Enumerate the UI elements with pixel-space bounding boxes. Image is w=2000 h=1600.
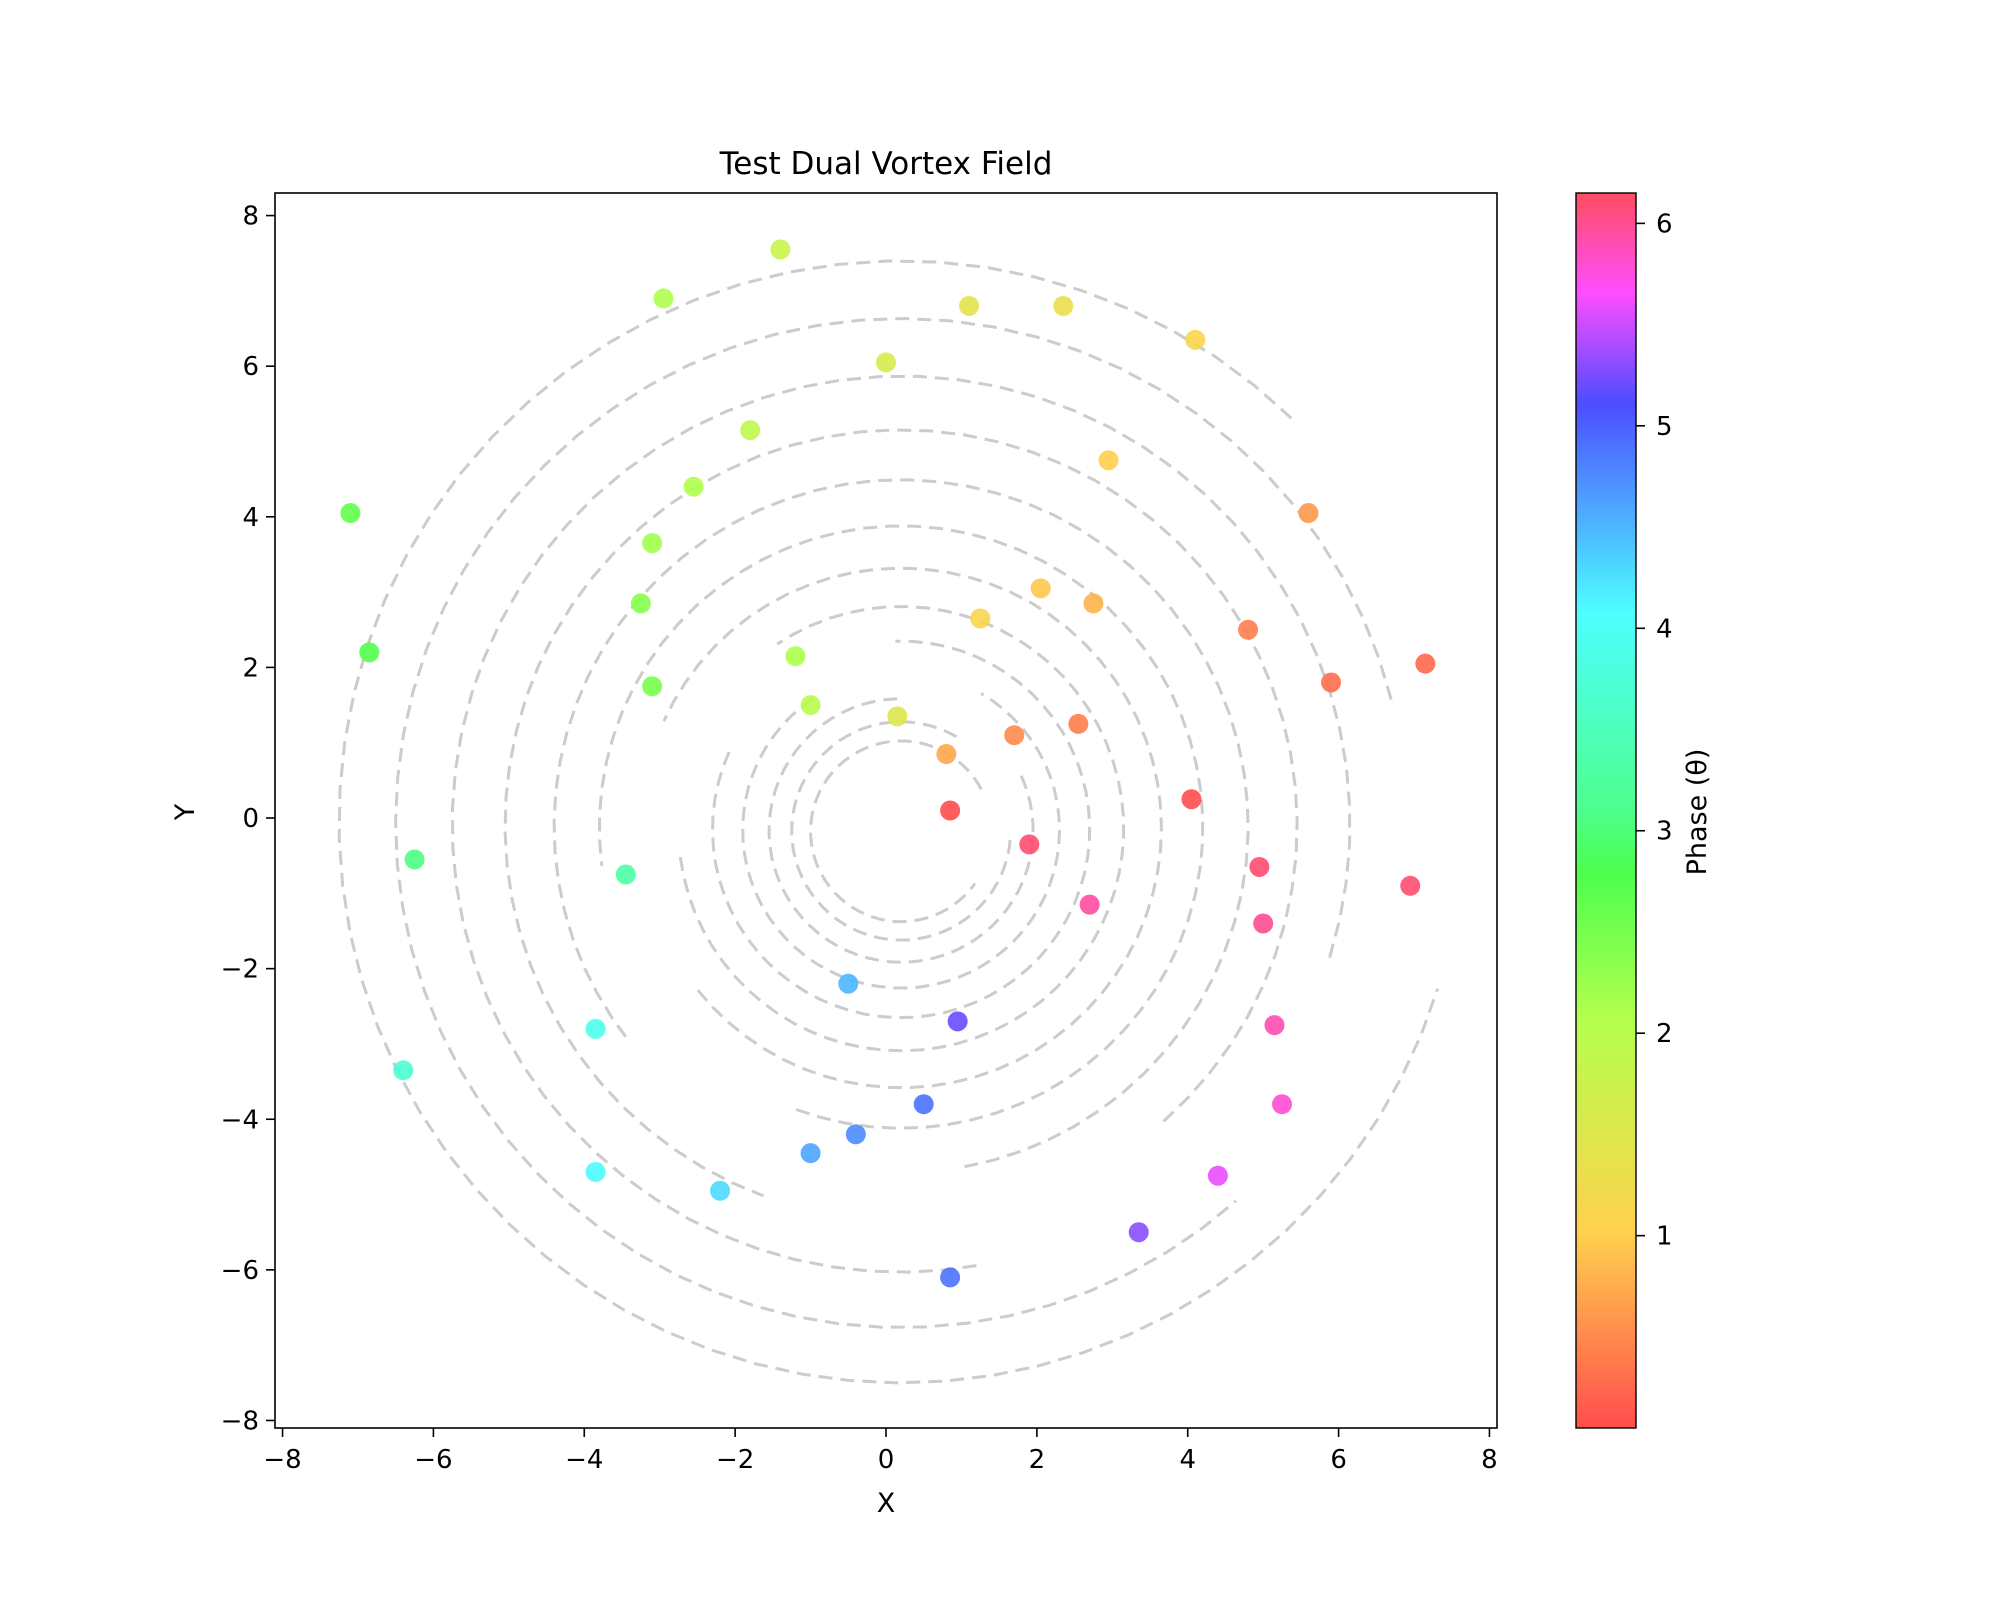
- data-point: [936, 744, 957, 765]
- data-point: [838, 973, 859, 994]
- x-tick-label: −2: [716, 1445, 754, 1475]
- colorbar-tick-label: 6: [1656, 209, 1673, 239]
- colorbar-tick-label: 4: [1656, 614, 1673, 644]
- x-tick-label: −6: [414, 1445, 452, 1475]
- data-point: [630, 593, 651, 614]
- data-point: [940, 1267, 961, 1288]
- data-point: [710, 1180, 731, 1201]
- colorbar-tick-label: 2: [1656, 1019, 1673, 1049]
- y-axis-ticks: −8 −6 −4 −2 0 2 4 6 8: [221, 202, 275, 1436]
- spiral-guide-arc: [450, 374, 1352, 1274]
- y-tick-label: −4: [221, 1105, 259, 1135]
- spiral-guide-arc: [790, 720, 1012, 942]
- colorbar-tick-label: 5: [1656, 412, 1673, 442]
- y-tick-label: 6: [242, 352, 259, 382]
- spiral-guide-arc: [552, 478, 1250, 1169]
- data-point: [1298, 503, 1319, 524]
- y-tick-label: 0: [242, 804, 259, 834]
- y-tick-label: −8: [221, 1406, 259, 1436]
- colorbar-tick-label: 1: [1656, 1222, 1673, 1252]
- data-point: [585, 1161, 606, 1182]
- data-point: [642, 533, 663, 554]
- data-point: [740, 420, 761, 441]
- data-point: [800, 1143, 821, 1164]
- data-point: [615, 864, 636, 885]
- spiral-guide-arc: [710, 639, 1092, 1020]
- data-point: [958, 295, 979, 316]
- spiral-guide-arc: [394, 316, 1393, 1329]
- y-tick-label: −6: [221, 1256, 259, 1286]
- x-tick-label: −8: [263, 1445, 301, 1475]
- data-point: [1400, 875, 1421, 896]
- data-point: [642, 676, 663, 697]
- plot-frame: [274, 192, 1498, 1429]
- data-point: [913, 1094, 934, 1115]
- data-point: [1207, 1165, 1228, 1186]
- data-point: [1185, 329, 1206, 350]
- spiral-guides: [337, 259, 1440, 1385]
- data-point: [1083, 593, 1104, 614]
- colorbar-tick-label: 3: [1656, 817, 1673, 847]
- data-point: [800, 695, 821, 716]
- spiral-guide-arc: [662, 566, 1163, 1090]
- spiral-guide-arc: [598, 524, 1205, 1130]
- x-axis-label: X: [877, 1488, 896, 1519]
- data-point: [1068, 713, 1089, 734]
- spiral-guide-arc: [337, 259, 1440, 1385]
- data-point: [1321, 672, 1342, 693]
- y-tick-label: 4: [242, 503, 259, 533]
- data-point: [683, 476, 704, 497]
- data-point: [404, 849, 425, 870]
- data-point: [1128, 1222, 1149, 1243]
- data-point: [359, 642, 380, 663]
- data-point: [1030, 578, 1051, 599]
- data-point: [940, 800, 961, 821]
- x-axis-ticks: −8 −6 −4 −2 0 2 4 6 8: [263, 1428, 1498, 1475]
- y-tick-label: 2: [242, 653, 259, 683]
- data-point: [1079, 894, 1100, 915]
- x-tick-label: 8: [1481, 1445, 1498, 1475]
- data-point: [1181, 789, 1202, 810]
- data-point: [876, 352, 896, 373]
- data-point: [1098, 450, 1119, 471]
- data-point: [1238, 619, 1259, 640]
- colorbar-label: Phase (θ): [1682, 749, 1713, 876]
- data-point: [970, 608, 991, 629]
- y-axis-label: Y: [170, 803, 201, 821]
- spiral-guide-arc: [809, 739, 983, 924]
- x-tick-label: 2: [1029, 1445, 1046, 1475]
- spiral-guide-arc: [503, 428, 1299, 1198]
- x-tick-label: −4: [565, 1445, 603, 1475]
- data-point: [845, 1124, 866, 1145]
- data-point: [1253, 913, 1274, 934]
- data-point: [585, 1018, 606, 1039]
- data-point: [340, 503, 361, 524]
- data-point: [887, 706, 908, 727]
- x-tick-label: 0: [878, 1445, 895, 1475]
- y-tick-label: 8: [242, 202, 259, 232]
- data-point: [1019, 834, 1040, 855]
- spiral-guide-arc: [741, 692, 1062, 990]
- data-point: [947, 1011, 968, 1032]
- data-point: [653, 288, 674, 309]
- data-point: [1053, 295, 1074, 316]
- spiral-guide-arc: [678, 605, 1126, 1053]
- x-tick-label: 6: [1330, 1445, 1347, 1475]
- data-point: [1264, 1015, 1285, 1036]
- data-point: [1249, 856, 1270, 877]
- data-points: [340, 239, 1436, 1288]
- colorbar: [1575, 192, 1637, 1429]
- data-point: [770, 239, 791, 260]
- x-tick-label: 4: [1179, 1445, 1196, 1475]
- data-point: [393, 1060, 414, 1081]
- spiral-guide-arc: [767, 697, 1035, 964]
- chart-title: Test Dual Vortex Field: [719, 146, 1053, 182]
- colorbar-ticks: 1 2 3 4 5 6: [1636, 209, 1673, 1252]
- y-tick-label: −2: [221, 955, 259, 985]
- data-point: [785, 646, 806, 667]
- data-point: [1272, 1094, 1293, 1115]
- data-point: [1415, 653, 1436, 674]
- data-point: [1004, 725, 1025, 746]
